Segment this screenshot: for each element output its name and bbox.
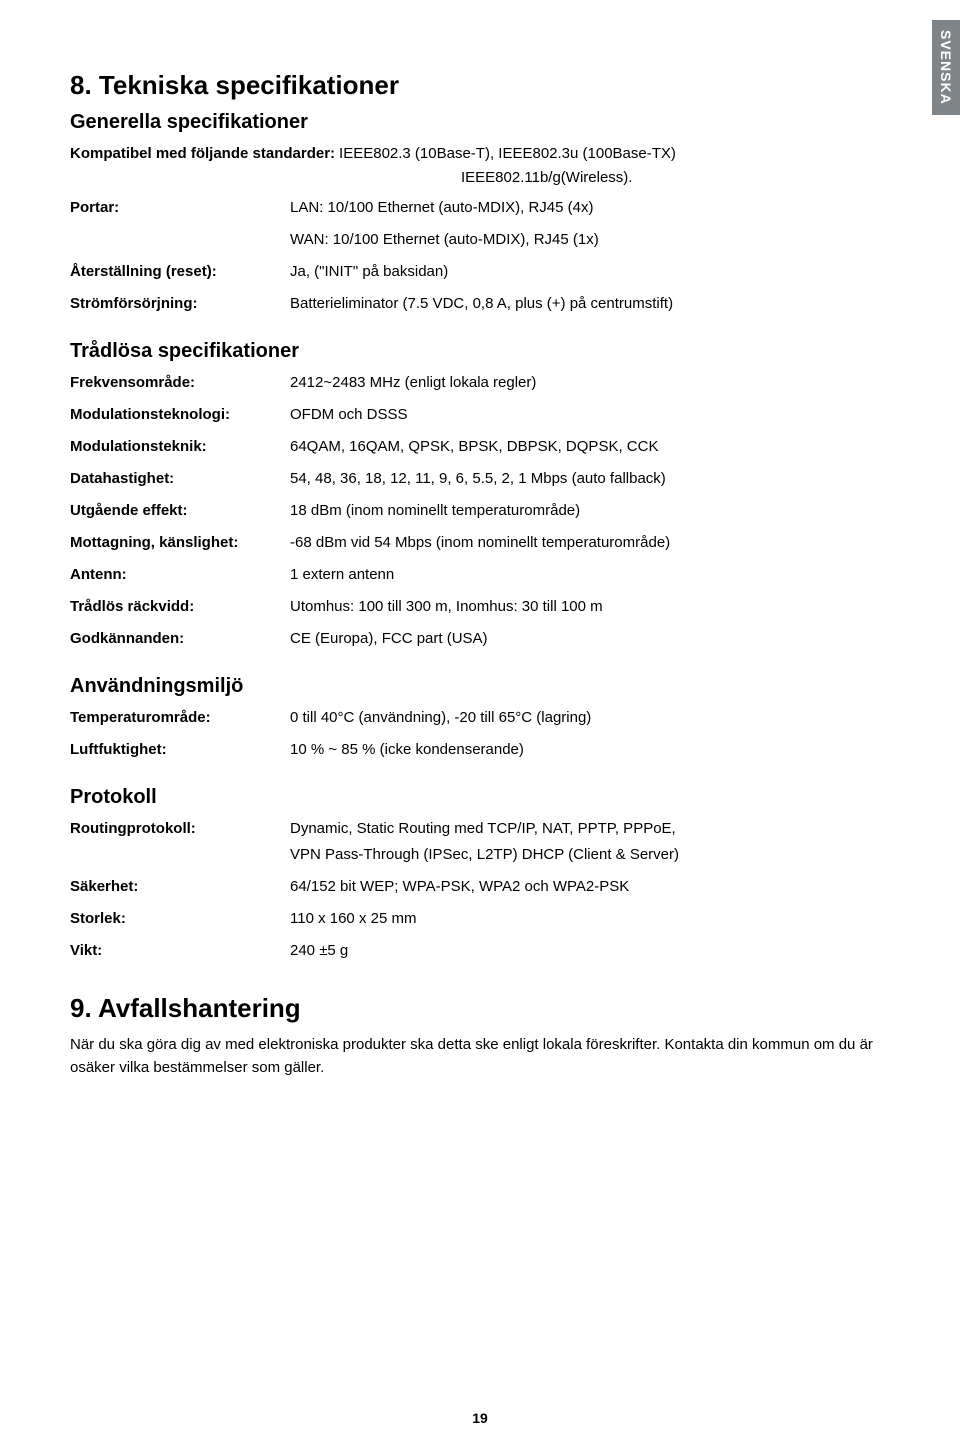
modtech-label: Modulationsteknologi:: [70, 403, 290, 427]
routing-row-2: VPN Pass-Through (IPSec, L2TP) DHCP (Cli…: [70, 843, 890, 867]
standards-row: Kompatibel med följande standarder: IEEE…: [70, 142, 890, 166]
sensitivity-label: Mottagning, känslighet:: [70, 531, 290, 555]
security-row: Säkerhet: 64/152 bit WEP; WPA-PSK, WPA2 …: [70, 875, 890, 899]
antenna-row: Antenn: 1 extern antenn: [70, 563, 890, 587]
ports-label: Portar:: [70, 196, 290, 220]
output-value: 18 dBm (inom nominellt temperaturområde): [290, 499, 890, 523]
wireless-spec-heading: Trådlösa specifikationer: [70, 340, 890, 363]
routing-value-2: VPN Pass-Through (IPSec, L2TP) DHCP (Cli…: [290, 843, 890, 867]
freq-value: 2412~2483 MHz (enligt lokala regler): [290, 371, 890, 395]
environment-heading: Användningsmiljö: [70, 675, 890, 698]
modtech-value: OFDM och DSSS: [290, 403, 890, 427]
humidity-label: Luftfuktighet:: [70, 738, 290, 762]
output-label: Utgående effekt:: [70, 499, 290, 523]
range-label: Trådlös räckvidd:: [70, 595, 290, 619]
modtechnique-value: 64QAM, 16QAM, QPSK, BPSK, DBPSK, DQPSK, …: [290, 435, 890, 459]
size-row: Storlek: 110 x 160 x 25 mm: [70, 907, 890, 931]
approvals-row: Godkännanden: CE (Europa), FCC part (USA…: [70, 627, 890, 651]
ports-value-2: WAN: 10/100 Ethernet (auto-MDIX), RJ45 (…: [290, 228, 890, 252]
standards-label: Kompatibel med följande standarder:: [70, 142, 335, 166]
reset-row: Återställning (reset): Ja, ("INIT" på ba…: [70, 260, 890, 284]
weight-row: Vikt: 240 ±5 g: [70, 939, 890, 963]
size-label: Storlek:: [70, 907, 290, 931]
ports-value-1: LAN: 10/100 Ethernet (auto-MDIX), RJ45 (…: [290, 196, 890, 220]
power-label: Strömförsörjning:: [70, 292, 290, 316]
freq-row: Frekvensområde: 2412~2483 MHz (enligt lo…: [70, 371, 890, 395]
temp-row: Temperaturområde: 0 till 40°C (användnin…: [70, 706, 890, 730]
humidity-value: 10 % ~ 85 % (icke kondenserande): [290, 738, 890, 762]
antenna-value: 1 extern antenn: [290, 563, 890, 587]
security-label: Säkerhet:: [70, 875, 290, 899]
standards-value-1: IEEE802.3 (10Base-T), IEEE802.3u (100Bas…: [335, 142, 676, 166]
humidity-row: Luftfuktighet: 10 % ~ 85 % (icke kondens…: [70, 738, 890, 762]
weight-label: Vikt:: [70, 939, 290, 963]
modtechnique-row: Modulationsteknik: 64QAM, 16QAM, QPSK, B…: [70, 435, 890, 459]
sensitivity-row: Mottagning, känslighet: -68 dBm vid 54 M…: [70, 531, 890, 555]
routing-label: Routingprotokoll:: [70, 817, 290, 841]
approvals-label: Godkännanden:: [70, 627, 290, 651]
datarate-label: Datahastighet:: [70, 467, 290, 491]
modtechnique-label: Modulationsteknik:: [70, 435, 290, 459]
approvals-value: CE (Europa), FCC part (USA): [290, 627, 890, 651]
language-tab: SVENSKA: [932, 20, 960, 115]
antenna-label: Antenn:: [70, 563, 290, 587]
reset-value: Ja, ("INIT" på baksidan): [290, 260, 890, 284]
section-9-body: När du ska göra dig av med elektroniska …: [70, 1034, 890, 1079]
page-number: 19: [472, 1410, 488, 1426]
ports-row-2: WAN: 10/100 Ethernet (auto-MDIX), RJ45 (…: [70, 228, 890, 252]
routing-row: Routingprotokoll: Dynamic, Static Routin…: [70, 817, 890, 841]
section-8-title: 8. Tekniska specifikationer: [70, 70, 890, 101]
reset-label: Återställning (reset):: [70, 260, 290, 284]
section-9-title: 9. Avfallshantering: [70, 993, 890, 1024]
standards-value-2: IEEE802.11b/g(Wireless).: [70, 166, 890, 190]
security-value: 64/152 bit WEP; WPA-PSK, WPA2 och WPA2-P…: [290, 875, 890, 899]
temp-value: 0 till 40°C (användning), -20 till 65°C …: [290, 706, 890, 730]
protocol-heading: Protokoll: [70, 786, 890, 809]
ports-row: Portar: LAN: 10/100 Ethernet (auto-MDIX)…: [70, 196, 890, 220]
range-row: Trådlös räckvidd: Utomhus: 100 till 300 …: [70, 595, 890, 619]
general-spec-heading: Generella specifikationer: [70, 111, 890, 134]
range-value: Utomhus: 100 till 300 m, Inomhus: 30 til…: [290, 595, 890, 619]
power-value: Batterieliminator (7.5 VDC, 0,8 A, plus …: [290, 292, 890, 316]
routing-value-1: Dynamic, Static Routing med TCP/IP, NAT,…: [290, 817, 890, 841]
freq-label: Frekvensområde:: [70, 371, 290, 395]
modtech-row: Modulationsteknologi: OFDM och DSSS: [70, 403, 890, 427]
size-value: 110 x 160 x 25 mm: [290, 907, 890, 931]
output-row: Utgående effekt: 18 dBm (inom nominellt …: [70, 499, 890, 523]
datarate-row: Datahastighet: 54, 48, 36, 18, 12, 11, 9…: [70, 467, 890, 491]
temp-label: Temperaturområde:: [70, 706, 290, 730]
datarate-value: 54, 48, 36, 18, 12, 11, 9, 6, 5.5, 2, 1 …: [290, 467, 890, 491]
power-row: Strömförsörjning: Batterieliminator (7.5…: [70, 292, 890, 316]
weight-value: 240 ±5 g: [290, 939, 890, 963]
sensitivity-value: -68 dBm vid 54 Mbps (inom nominellt temp…: [290, 531, 890, 555]
